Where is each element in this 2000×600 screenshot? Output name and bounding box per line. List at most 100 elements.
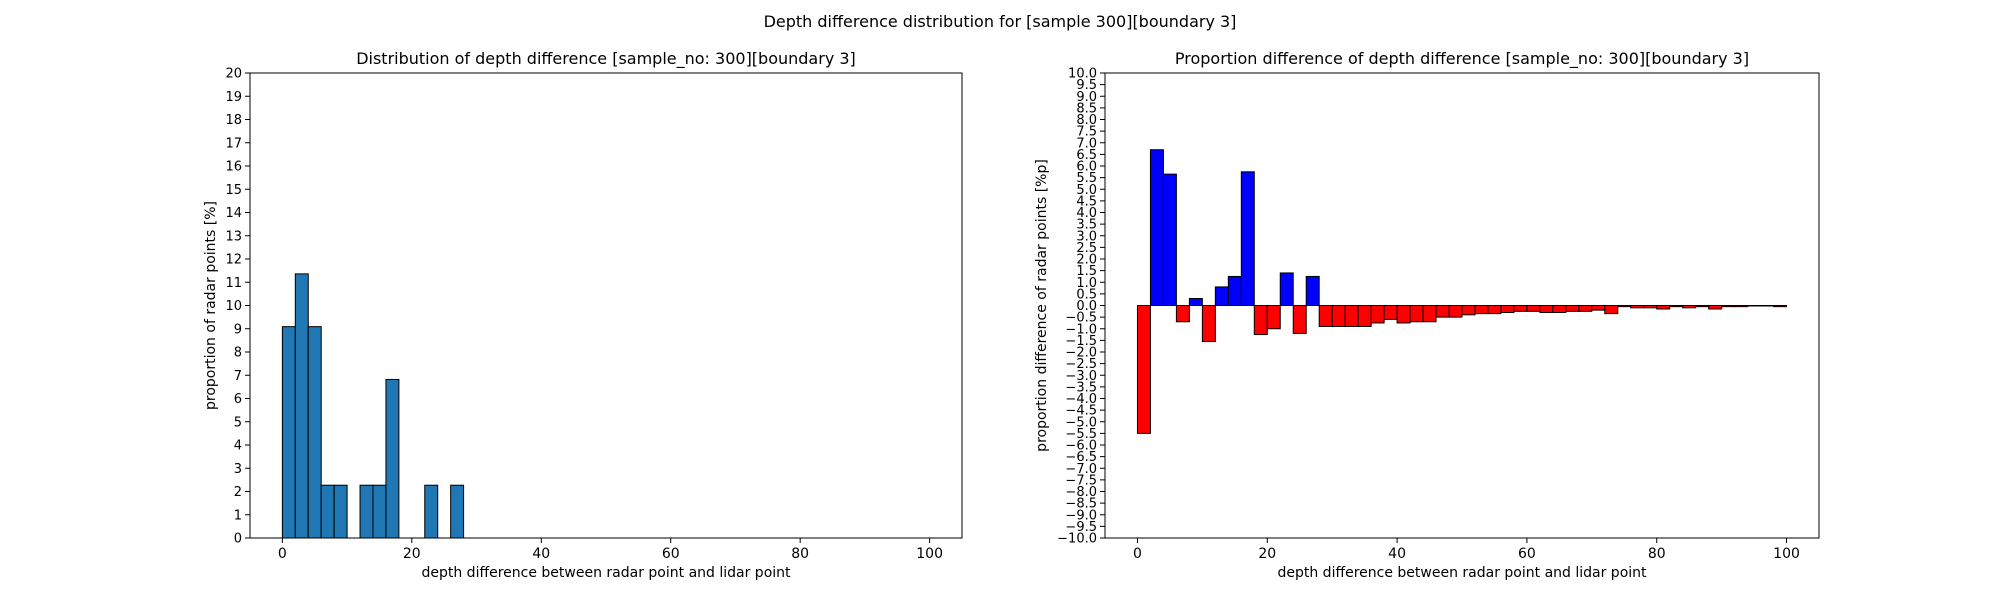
distribution-y-tick-label: 8 (234, 346, 242, 361)
proportion-difference-y-tick-label: 7.0 (1076, 136, 1097, 151)
distribution-bar (359, 484, 374, 539)
distribution-x-tick-label: 60 (662, 546, 680, 562)
proportion-difference-bar (1695, 305, 1710, 308)
proportion-difference-y-tick-label: 4.0 (1076, 206, 1097, 221)
proportion-difference-bar (1604, 305, 1619, 315)
proportion-difference-y-tick-label: 1.5 (1076, 264, 1097, 279)
proportion-difference-bar (1201, 305, 1216, 343)
proportion-difference-y-tick-label: −1.0 (1065, 322, 1097, 337)
proportion-difference-x-tick-label: 40 (1388, 546, 1406, 562)
proportion-difference-y-tick-label: −3.5 (1065, 380, 1097, 395)
distribution-y-tick-label: 10 (225, 299, 242, 314)
proportion-difference-bar (1734, 305, 1749, 308)
proportion-difference-bar (1747, 305, 1762, 307)
distribution-y-tick-label: 1 (234, 508, 242, 523)
proportion-difference-bar (1318, 305, 1333, 327)
proportion-difference-bar (1721, 305, 1736, 308)
proportion-difference-bar (1227, 275, 1242, 307)
distribution-y-tick-label: 3 (234, 462, 242, 477)
distribution-bar (320, 484, 335, 539)
proportion-difference-y-tick-label: −0.5 (1065, 311, 1097, 326)
proportion-difference-bar (1409, 305, 1424, 323)
proportion-difference-bar (1461, 305, 1476, 316)
proportion-difference-bar (1214, 286, 1229, 306)
proportion-difference-bar (1617, 305, 1632, 308)
distribution-y-tick-label: 6 (234, 392, 242, 407)
proportion-difference-y-tick-label: 8.0 (1076, 113, 1097, 128)
proportion-difference-y-tick-label: 10.0 (1068, 67, 1097, 82)
distribution-y-tick-label: 19 (225, 90, 242, 105)
proportion-difference-bar (1357, 305, 1372, 327)
distribution-chart-panel: Distribution of depth difference [sample… (203, 49, 963, 581)
distribution-y-tick-label: 20 (225, 67, 242, 82)
proportion-difference-y-tick-label: 2.5 (1076, 241, 1097, 256)
distribution-y-axis-label: proportion of radar points [%] (203, 201, 219, 410)
proportion-difference-bar (1487, 305, 1502, 315)
proportion-difference-bar (1643, 305, 1658, 309)
distribution-bar (281, 326, 296, 539)
proportion-difference-bar (1162, 173, 1177, 306)
proportion-difference-bar (1656, 305, 1671, 310)
distribution-chart-title: Distribution of depth difference [sample… (356, 49, 856, 69)
distribution-bars (281, 273, 465, 539)
distribution-y-tick-label: 0 (234, 532, 242, 547)
proportion-difference-bar (1396, 305, 1411, 324)
proportion-difference-bar (1136, 305, 1151, 434)
proportion-difference-y-tick-label: −2.0 (1065, 346, 1097, 361)
distribution-y-tick-label: 12 (225, 253, 242, 268)
proportion-difference-y-tick-label: 6.5 (1076, 148, 1097, 163)
proportion-difference-y-tick-label: 1.0 (1076, 276, 1097, 291)
proportion-difference-bar (1760, 305, 1775, 307)
distribution-y-tick-label: 4 (234, 439, 242, 454)
proportion-difference-y-tick-label: 0.5 (1076, 287, 1097, 302)
proportion-difference-y-tick-label: −4.0 (1065, 392, 1097, 407)
proportion-difference-y-tick-label: −7.0 (1065, 462, 1097, 477)
proportion-difference-bar (1474, 305, 1489, 315)
proportion-difference-bar (1149, 149, 1164, 306)
proportion-difference-bar (1370, 305, 1385, 324)
proportion-difference-x-ticks: 0 20 40 60 80 100 (1133, 538, 1800, 562)
proportion-difference-y-tick-label: −5.0 (1065, 415, 1097, 430)
proportion-difference-bar (1539, 305, 1554, 313)
proportion-difference-bar (1188, 298, 1203, 306)
proportion-difference-y-tick-label: 3.5 (1076, 218, 1097, 233)
proportion-difference-plot-frame (1104, 72, 1820, 539)
distribution-y-tick-label: 16 (225, 160, 242, 175)
proportion-difference-y-tick-label: 5.5 (1076, 171, 1097, 186)
proportion-difference-bar (1422, 305, 1437, 323)
proportion-difference-bar (1344, 305, 1359, 327)
proportion-difference-y-tick-label: −1.5 (1065, 334, 1097, 349)
proportion-difference-bar (1682, 305, 1697, 309)
distribution-bar (294, 273, 309, 539)
distribution-y-tick-label: 11 (225, 276, 242, 291)
proportion-difference-bar (1435, 305, 1450, 318)
proportion-difference-y-tick-label: −6.5 (1065, 450, 1097, 465)
proportion-difference-bar (1331, 305, 1346, 327)
distribution-y-tick-label: 9 (234, 322, 242, 337)
distribution-y-tick-label: 7 (234, 369, 242, 384)
proportion-difference-y-tick-label: −4.5 (1065, 404, 1097, 419)
proportion-difference-y-tick-label: −9.5 (1065, 520, 1097, 535)
proportion-difference-y-tick-label: −7.5 (1065, 473, 1097, 488)
proportion-difference-bar (1526, 305, 1541, 312)
figure-suptitle: Depth difference distribution for [sampl… (764, 12, 1237, 31)
proportion-difference-bar (1591, 305, 1606, 311)
proportion-difference-y-ticks: −10.0−9.5−9.0−8.5−8.0−7.5−7.0−6.5−6.0−5.… (1057, 67, 1105, 547)
proportion-difference-y-tick-label: −2.5 (1065, 357, 1097, 372)
distribution-y-tick-label: 18 (225, 113, 242, 128)
proportion-difference-y-tick-label: 0.0 (1076, 299, 1097, 314)
distribution-x-tick-label: 80 (791, 546, 809, 562)
distribution-bar (333, 484, 348, 539)
proportion-difference-y-tick-label: 2.0 (1076, 253, 1097, 268)
distribution-y-tick-label: 13 (225, 229, 242, 244)
proportion-difference-bar (1240, 171, 1255, 306)
proportion-difference-y-tick-label: −8.5 (1065, 497, 1097, 512)
proportion-difference-y-tick-label: 3.0 (1076, 229, 1097, 244)
distribution-bar (424, 484, 439, 539)
proportion-difference-bar (1552, 305, 1567, 313)
distribution-y-tick-label: 2 (234, 485, 242, 500)
proportion-difference-bar (1279, 272, 1294, 307)
distribution-bar (372, 484, 387, 539)
